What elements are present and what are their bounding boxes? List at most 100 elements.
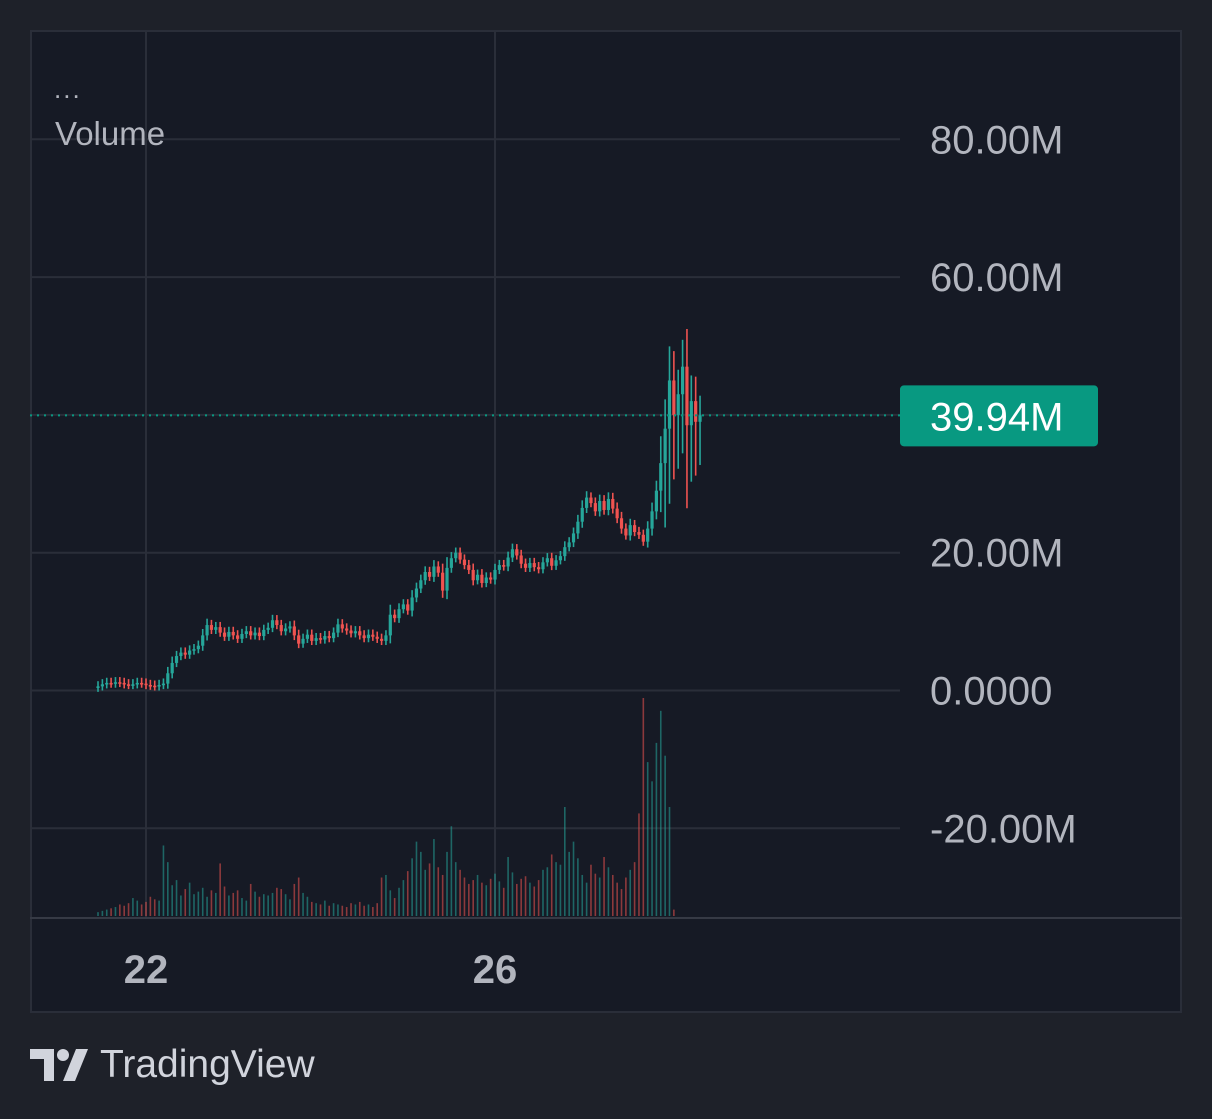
candle-body — [227, 631, 231, 637]
volume-bar — [123, 905, 125, 916]
candle-body — [126, 684, 131, 686]
volume-bar — [494, 873, 496, 916]
candle-body — [502, 565, 506, 567]
candle-body — [270, 620, 275, 628]
volume-bar — [267, 895, 269, 916]
candle-body — [192, 649, 196, 651]
volume-bar — [289, 899, 291, 916]
volume-bar — [236, 890, 239, 916]
candle-body — [410, 597, 414, 611]
candle-body — [475, 574, 480, 581]
volume-bar — [145, 901, 147, 916]
candle-body — [249, 631, 253, 636]
candle-body — [375, 636, 379, 639]
volume-bar — [393, 898, 396, 916]
volume-bar — [638, 813, 640, 916]
volume-bar — [167, 862, 169, 916]
candle-body — [558, 556, 563, 561]
volume-bar — [171, 885, 173, 916]
candle-body — [646, 528, 650, 542]
volume-bar — [345, 907, 348, 916]
volume-bar — [341, 905, 344, 916]
candle-body — [449, 558, 453, 568]
volume-bar — [537, 880, 540, 916]
volume-bar — [206, 896, 208, 916]
volume-bar — [302, 892, 304, 916]
candle-body — [122, 682, 126, 685]
volume-bar — [258, 896, 261, 916]
candle-body — [100, 684, 104, 687]
y-tick-label: 20.00M — [930, 532, 1063, 576]
candle-body — [493, 569, 497, 580]
candle-body — [353, 631, 357, 634]
volume-bar — [572, 841, 575, 916]
candle-body — [340, 624, 344, 629]
volume-bar — [507, 857, 509, 916]
volume-bar — [420, 851, 422, 916]
candle-body — [244, 631, 248, 635]
candle-body — [166, 673, 170, 684]
volume-bar — [315, 903, 317, 916]
candle-body — [327, 636, 331, 639]
volume-bar — [363, 905, 365, 916]
volume-bar — [424, 869, 426, 916]
candle-body — [567, 542, 571, 548]
volume-bar — [633, 862, 636, 916]
volume-bar — [149, 896, 152, 916]
tradingview-logo[interactable]: TradingView — [30, 1040, 315, 1090]
candle-body — [358, 631, 362, 636]
candle-body — [523, 563, 528, 568]
candle-body — [406, 604, 410, 611]
volume-bar — [524, 876, 527, 916]
candle-body — [650, 511, 654, 529]
candle-body — [537, 567, 541, 570]
candle-body — [519, 555, 523, 564]
volume-bar — [659, 710, 662, 916]
candle-body — [467, 565, 471, 570]
volume-bar — [673, 909, 675, 916]
candle-body — [236, 635, 240, 639]
candle-body — [275, 620, 279, 626]
volume-bar — [594, 873, 597, 916]
volume-bar — [398, 887, 400, 916]
volume-bar — [153, 899, 156, 916]
candle-body — [266, 627, 270, 630]
candle-body — [414, 588, 419, 598]
volume-bar — [337, 904, 339, 916]
candle-body — [484, 577, 488, 584]
volume-bar — [481, 882, 483, 916]
candle-body — [196, 645, 200, 650]
candle-body — [131, 684, 135, 686]
volume-bar — [611, 874, 614, 916]
volume-bar — [585, 882, 588, 916]
volume-bar — [184, 889, 187, 916]
candle-body — [654, 490, 659, 512]
candle-body — [419, 580, 423, 589]
candle-body — [667, 380, 672, 429]
candle-body — [222, 632, 227, 637]
candle-body — [218, 627, 222, 633]
candle-body — [602, 501, 606, 510]
y-tick-label: 60.00M — [930, 256, 1063, 300]
volume-bar — [241, 898, 243, 916]
candle-body — [458, 552, 462, 560]
volume-bar — [210, 890, 213, 916]
volume-bar — [354, 904, 357, 916]
volume-bar — [533, 886, 536, 916]
candle-body — [545, 558, 549, 563]
candle-body — [624, 528, 628, 536]
volume-bar — [110, 908, 112, 916]
volume-bar — [546, 867, 549, 916]
candle-body — [170, 662, 174, 674]
candle-body — [188, 650, 192, 655]
candle-body — [694, 401, 698, 422]
volume-bar — [441, 874, 444, 916]
volume-bar — [215, 892, 217, 916]
volume-bar — [511, 872, 514, 916]
volume-bar — [328, 905, 331, 916]
candle-body — [161, 683, 166, 686]
legend-menu-button[interactable]: ... — [54, 74, 82, 104]
volume-bar — [415, 841, 418, 916]
volume-bar — [127, 903, 130, 916]
